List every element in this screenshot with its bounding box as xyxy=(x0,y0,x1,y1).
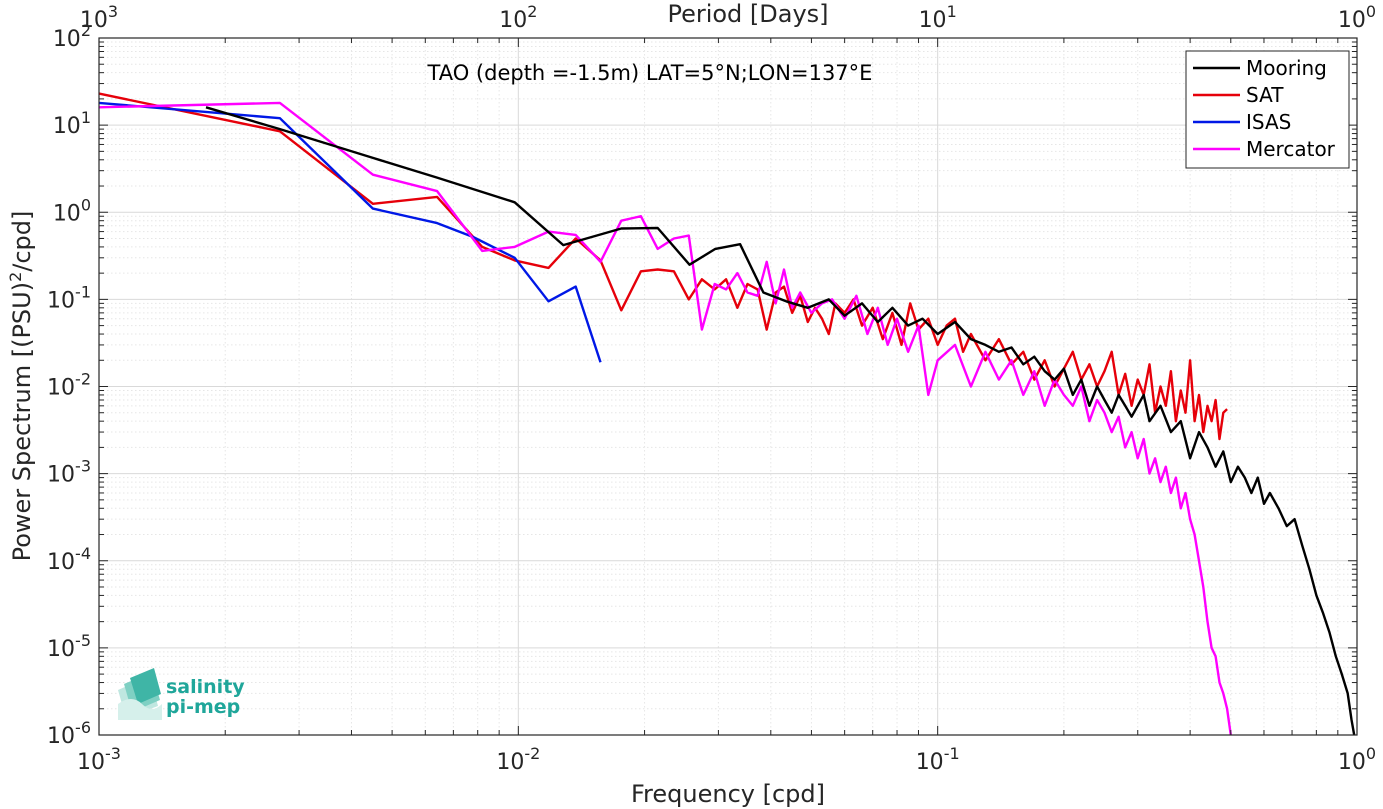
y-tick-label: 101 xyxy=(53,108,91,139)
series-line-mooring xyxy=(205,106,1356,736)
y-tick-label: 10-2 xyxy=(47,370,91,401)
chart-title: TAO (depth =-1.5m) LAT=5°N;LON=137°E xyxy=(427,61,873,85)
logo-line2: pi-mep xyxy=(166,696,240,718)
y-tick-label: 10-3 xyxy=(47,457,91,488)
legend-label-sat: SAT xyxy=(1246,83,1284,107)
wave-icon xyxy=(118,668,162,720)
y-tick-label: 10-5 xyxy=(47,631,91,662)
legend-label-isas: ISAS xyxy=(1246,110,1291,134)
y-tick-label: 10-4 xyxy=(47,544,91,575)
legend-label-mooring: Mooring xyxy=(1246,56,1327,80)
series-group xyxy=(98,92,1356,736)
y-axis-title-tail: /cpd] xyxy=(8,211,36,272)
y-axis-title-base: Power Spectrum [(PSU) xyxy=(8,282,36,561)
legend: Mooring SAT ISAS Mercator xyxy=(1185,50,1350,169)
y-tick-label: 10-6 xyxy=(47,718,91,749)
x-tick-label: 10-1 xyxy=(916,744,960,775)
x-tick-label: 10-3 xyxy=(77,744,121,775)
x2-tick-label: 101 xyxy=(919,2,957,33)
x2-axis-title: Period [Days] xyxy=(667,0,828,28)
legend-label-mercator: Mercator xyxy=(1246,137,1336,161)
legend-entries: Mooring SAT ISAS Mercator xyxy=(1193,56,1336,161)
legend-box xyxy=(1185,50,1350,169)
x-tick-labels: 10-3 10-2 10-1 100 xyxy=(77,744,1376,775)
x2-tick-label: 102 xyxy=(499,2,537,33)
y-tick-label: 10-1 xyxy=(47,282,91,313)
y-tick-labels: 10-6 10-5 10-4 10-3 10-2 10-1 100 101 102 xyxy=(47,21,91,749)
x2-tick-label: 100 xyxy=(1338,2,1376,33)
logo-line1: salinity xyxy=(166,676,245,698)
y-tick-label: 100 xyxy=(53,195,91,226)
axis-ticks xyxy=(98,37,1358,736)
x2-tick-label: 103 xyxy=(80,2,118,33)
x2-tick-labels: 103 102 101 100 xyxy=(80,2,1376,33)
x-tick-label: 100 xyxy=(1338,744,1376,775)
y-axis-title: Power Spectrum [(PSU)2/cpd] xyxy=(6,211,36,562)
y-tick-label: 102 xyxy=(53,21,91,52)
x-axis-title: Frequency [cpd] xyxy=(631,780,825,808)
salinity-pi-mep-logo: salinity pi-mep xyxy=(118,668,245,720)
y-axis-title-exp: 2 xyxy=(6,272,25,282)
x-tick-label: 10-2 xyxy=(496,744,540,775)
series-line-mercator xyxy=(98,101,1232,736)
